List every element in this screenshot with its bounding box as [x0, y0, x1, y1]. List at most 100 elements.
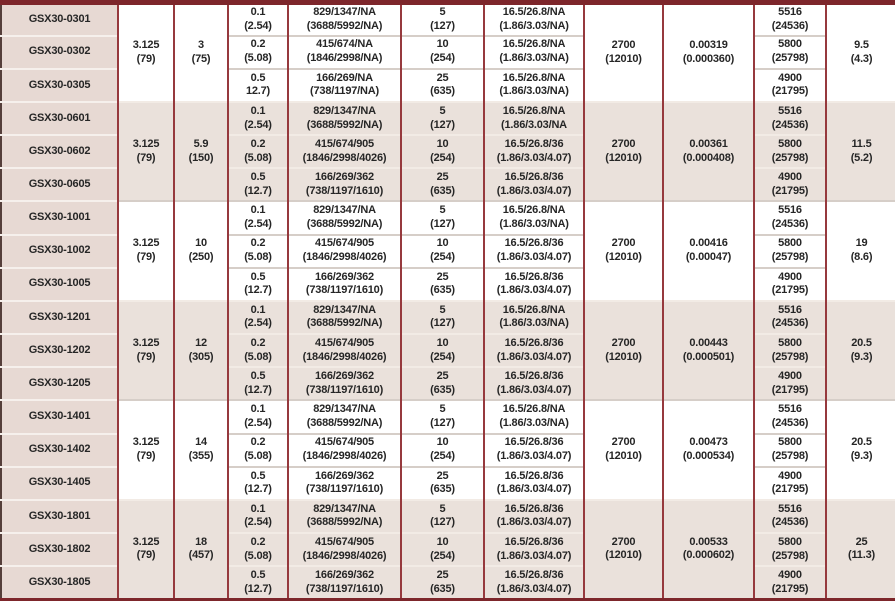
table-row: GSX30-1401 3.125 (79) 14 (355) 0.1 (2.54…	[1, 399, 895, 500]
speed-cell: 829/1347/NA (3688/5992/NA)	[287, 498, 401, 533]
force-cell: 16.5/26.8/36 (1.86/3.03/4.07)	[483, 233, 584, 268]
lead-cell: 0.5 (12.7)	[227, 465, 288, 500]
travel-cell: 10 (254)	[400, 134, 484, 169]
table-row: GSX30-1002 0.2 (5.08) 415/674/905 (1846/…	[1, 233, 895, 268]
force-cell: 16.5/26.8/36 (1.86/3.03/4.07)	[483, 333, 584, 368]
travel-cell: 10 (254)	[400, 233, 484, 268]
force-cell: 16.5/26.8/NA (1.86/3.03/NA)	[483, 200, 584, 235]
table-row: GSX30-0302 0.2 (5.08) 415/674/NA (1846/2…	[1, 34, 895, 69]
travel-cell: 25 (635)	[400, 266, 484, 301]
table-row: GSX30-0301 3.125 (79) 3 (75) 0.1 (2.54) …	[1, 2, 895, 102]
model-cell: GSX30-1002	[1, 233, 118, 268]
lead-cell: 0.1 (2.54)	[227, 100, 288, 136]
table-row: GSX30-1201 3.125 (79) 12 (305) 0.1 (2.54…	[1, 299, 895, 401]
force-cell: 16.5/26.8/36 (1.86/3.03/4.07)	[483, 465, 584, 500]
table-row: GSX30-1801 3.125 (79) 18 (457) 0.1 (2.54…	[1, 498, 895, 600]
rpm-cell: 4900 (21795)	[753, 465, 826, 500]
model-cell: GSX30-1401	[1, 399, 118, 434]
travel-cell: 25 (635)	[400, 565, 484, 600]
lead-cell: 0.2 (5.08)	[227, 34, 288, 69]
frame-size-cell: 3.125 (79)	[117, 399, 174, 500]
force-cell: 16.5/26.8/36 (1.86/3.03/4.07)	[483, 266, 584, 301]
load-cell: 2700 (12010)	[583, 399, 663, 500]
speed-cell: 166/269/NA (738/1197/NA)	[287, 67, 401, 102]
force-cell: 16.5/26.8/36 (1.86/3.03/4.07)	[483, 531, 584, 567]
lead-cell: 0.2 (5.08)	[227, 134, 288, 169]
model-cell: GSX30-1802	[1, 531, 118, 567]
weight-cell: 19 (8.6)	[825, 200, 895, 301]
travel-cell: 5 (127)	[400, 2, 484, 36]
stroke-cell: 12 (305)	[173, 299, 228, 401]
inertia-cell: 0.00473 (0.000534)	[662, 399, 754, 500]
stroke-cell: 10 (250)	[173, 200, 228, 301]
rpm-cell: 5800 (25798)	[753, 333, 826, 368]
travel-cell: 5 (127)	[400, 399, 484, 434]
travel-cell: 25 (635)	[400, 465, 484, 500]
rpm-cell: 5516 (24536)	[753, 100, 826, 136]
rpm-cell: 5516 (24536)	[753, 2, 826, 36]
lead-cell: 0.2 (5.08)	[227, 333, 288, 368]
speed-cell: 829/1347/NA (3688/5992/NA)	[287, 299, 401, 335]
speed-cell: 829/1347/NA (3688/5992/NA)	[287, 200, 401, 235]
force-cell: 16.5/26.8/36 (1.86/3.03/4.07)	[483, 498, 584, 533]
inertia-cell: 0.00416 (0.00047)	[662, 200, 754, 301]
model-cell: GSX30-1202	[1, 333, 118, 368]
load-cell: 2700 (12010)	[583, 2, 663, 102]
force-cell: 16.5/26.8/36 (1.86/3.03/4.07)	[483, 432, 584, 467]
model-cell: GSX30-1801	[1, 498, 118, 533]
table-row: GSX30-1402 0.2 (5.08) 415/674/905 (1846/…	[1, 432, 895, 467]
force-cell: 16.5/26.8/36 (1.86/3.03/4.07)	[483, 565, 584, 600]
inertia-cell: 0.00533 (0.000602)	[662, 498, 754, 600]
model-cell: GSX30-0305	[1, 67, 118, 102]
speed-cell: 166/269/362 (738/1197/1610)	[287, 465, 401, 500]
model-cell: GSX30-0601	[1, 100, 118, 136]
table-row: GSX30-1202 0.2 (5.08) 415/674/905 (1846/…	[1, 333, 895, 368]
table-row: GSX30-1001 3.125 (79) 10 (250) 0.1 (2.54…	[1, 200, 895, 301]
weight-cell: 11.5 (5.2)	[825, 100, 895, 202]
lead-cell: 0.2 (5.08)	[227, 233, 288, 268]
speed-cell: 415/674/905 (1846/2998/4026)	[287, 134, 401, 169]
rpm-cell: 4900 (21795)	[753, 167, 826, 202]
rpm-cell: 5800 (25798)	[753, 34, 826, 69]
load-cell: 2700 (12010)	[583, 498, 663, 600]
table-row: GSX30-0602 0.2 (5.08) 415/674/905 (1846/…	[1, 134, 895, 169]
model-cell: GSX30-0302	[1, 34, 118, 69]
lead-cell: 0.5 (12.7)	[227, 565, 288, 600]
model-cell: GSX30-0301	[1, 2, 118, 36]
rpm-cell: 5516 (24536)	[753, 299, 826, 335]
rpm-cell: 5800 (25798)	[753, 233, 826, 268]
frame-size-cell: 3.125 (79)	[117, 299, 174, 401]
force-cell: 16.5/26.8/NA (1.86/3.03/NA)	[483, 299, 584, 335]
travel-cell: 5 (127)	[400, 100, 484, 136]
speed-cell: 829/1347/NA (3688/5992/NA)	[287, 2, 401, 36]
frame-size-cell: 3.125 (79)	[117, 200, 174, 301]
force-cell: 16.5/26.8/36 (1.86/3.03/4.07)	[483, 134, 584, 169]
lead-cell: 0.1 (2.54)	[227, 299, 288, 335]
model-cell: GSX30-1005	[1, 266, 118, 301]
table-row: GSX30-1205 0.5 (12.7) 166/269/362 (738/1…	[1, 366, 895, 401]
speed-cell: 415/674/905 (1846/2998/4026)	[287, 233, 401, 268]
force-cell: 16.5/26.8/NA (1.86/3.03/NA)	[483, 34, 584, 69]
speed-cell: 166/269/362 (738/1197/1610)	[287, 266, 401, 301]
force-cell: 16.5/26.8/NA (1.86/3.03/NA)	[483, 399, 584, 434]
speed-cell: 829/1347/NA (3688/5992/NA)	[287, 100, 401, 136]
model-cell: GSX30-1402	[1, 432, 118, 467]
model-cell: GSX30-1001	[1, 200, 118, 235]
lead-cell: 0.1 (2.54)	[227, 498, 288, 533]
weight-cell: 20.5 (9.3)	[825, 399, 895, 500]
rpm-cell: 4900 (21795)	[753, 266, 826, 301]
force-cell: 16.5/26.8/36 (1.86/3.03/4.07)	[483, 366, 584, 401]
speed-cell: 415/674/905 (1846/2998/4026)	[287, 531, 401, 567]
table-row: GSX30-0601 3.125 (79) 5.9 (150) 0.1 (2.5…	[1, 100, 895, 202]
lead-cell: 0.5 12.7)	[227, 67, 288, 102]
table-row: GSX30-1805 0.5 (12.7) 166/269/362 (738/1…	[1, 565, 895, 600]
rpm-cell: 5800 (25798)	[753, 134, 826, 169]
travel-cell: 10 (254)	[400, 333, 484, 368]
stroke-cell: 18 (457)	[173, 498, 228, 600]
lead-cell: 0.5 (12.7)	[227, 266, 288, 301]
model-cell: GSX30-0605	[1, 167, 118, 202]
speed-cell: 166/269/362 (738/1197/1610)	[287, 565, 401, 600]
load-cell: 2700 (12010)	[583, 100, 663, 202]
travel-cell: 10 (254)	[400, 531, 484, 567]
